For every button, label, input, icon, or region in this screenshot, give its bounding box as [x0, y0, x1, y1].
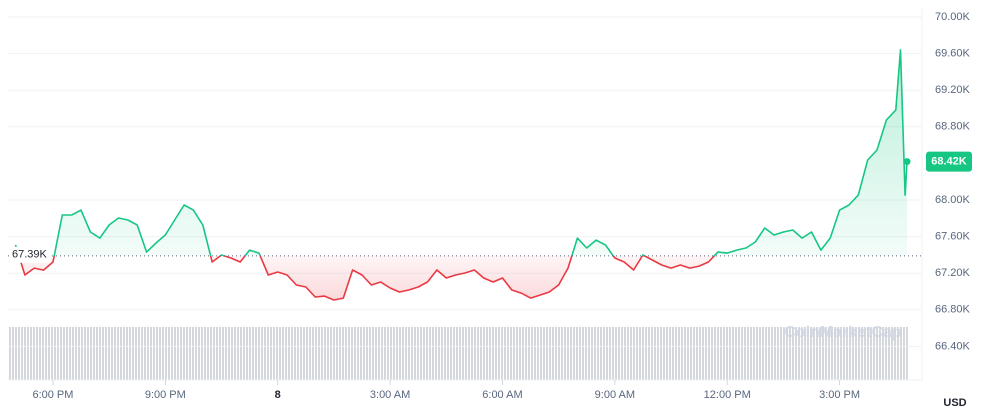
- y-tick-label: 66.40K: [935, 340, 971, 352]
- x-tick-label: 6:00 PM: [32, 389, 73, 401]
- y-tick-label: 68.80K: [935, 121, 971, 133]
- x-tick-label: 9:00 PM: [145, 389, 186, 401]
- y-tick-label: 68.00K: [935, 194, 971, 206]
- last-point: [903, 158, 911, 166]
- x-tick-label: 12:00 PM: [704, 389, 751, 401]
- y-tick-label: 67.20K: [935, 267, 971, 279]
- price-line: [14, 49, 908, 301]
- watermark: CoinMarketCap: [784, 324, 902, 341]
- x-tick-label: 6:00 AM: [482, 389, 522, 401]
- y-tick-label: 69.60K: [935, 48, 971, 60]
- unit-label: USD: [943, 397, 966, 409]
- y-tick-label: 69.20K: [935, 84, 971, 96]
- reference-label-bg: [9, 246, 51, 263]
- x-tick-label: 9:00 AM: [595, 389, 635, 401]
- reference-label: 67.39K: [12, 249, 48, 261]
- price-badge-label: 68.42K: [931, 155, 967, 167]
- x-tick-label: 3:00 PM: [819, 389, 860, 401]
- x-tick-label: 8: [275, 389, 281, 401]
- y-tick-label: 67.60K: [935, 231, 971, 243]
- price-badge: [926, 151, 972, 172]
- y-tick-label: 70.00K: [935, 11, 971, 23]
- x-tick-label: 3:00 AM: [370, 389, 410, 401]
- volume-bars: [8, 327, 908, 380]
- y-tick-label: 66.80K: [935, 304, 971, 316]
- area: [15, 49, 908, 301]
